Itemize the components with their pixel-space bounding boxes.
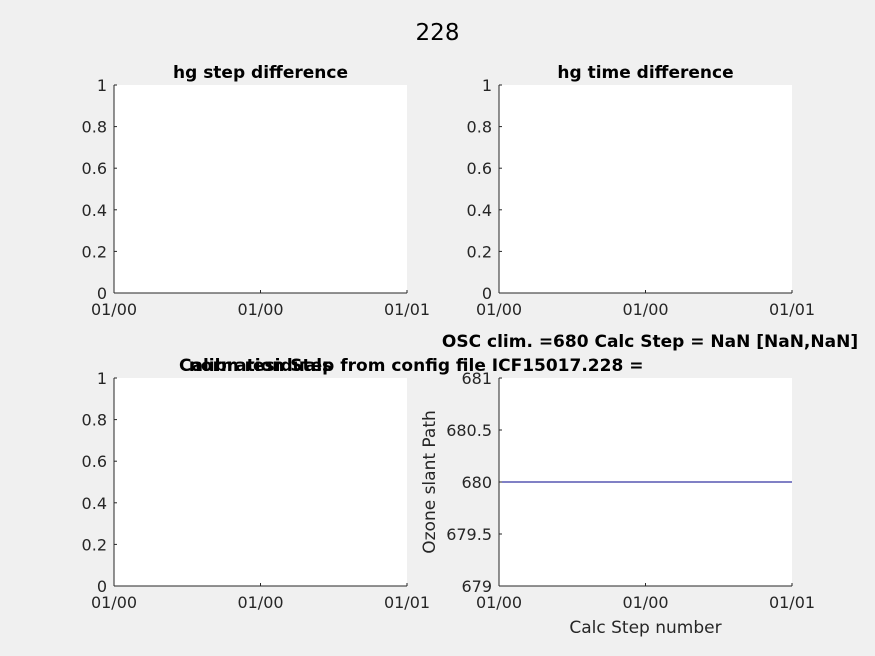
chart2-y-tick-label: 0 [482,284,492,303]
chart3-y-tick-label: 0.4 [82,494,107,513]
chart2-y-tick-label: 0.6 [467,159,492,178]
chart1-y-tick-label: 0.6 [82,159,107,178]
chart1-x-tick-label: 01/01 [384,300,430,319]
chart4-x-tick-label: 01/00 [622,593,668,612]
chart4-subtitle: Calibration Step from config file ICF150… [179,356,643,376]
chart3-x-tick-label: 01/00 [237,593,283,612]
chart2-y-tick-label: 0.4 [467,201,492,220]
figure-title: 228 [415,20,460,46]
chart3-title: norm residuals [189,356,332,376]
chart4-x-axis-label: Calc Step number [569,618,721,638]
chart3-x-tick-label: 01/00 [91,593,137,612]
chart2-x-tick-label: 01/01 [769,300,815,319]
chart3-y-tick-label: 0 [97,577,107,596]
chart2-title: hg time difference [557,63,733,83]
chart3-y-tick-label: 0.8 [82,411,107,430]
chart4-y-tick-label: 679 [461,577,492,596]
chart4-y-tick-label: 680 [461,473,492,492]
chart3-y-tick-label: 0.6 [82,452,107,471]
chart4-y-tick-label: 681 [461,369,492,388]
chart2-plot-area [499,85,792,293]
chart1-y-tick-label: 1 [97,76,107,95]
chart3-x-tick-label: 01/01 [384,593,430,612]
chart1-title: hg step difference [173,63,348,83]
chart1-x-tick-label: 01/00 [91,300,137,319]
chart4-y-axis-label: Ozone slant Path [420,410,440,554]
chart2-y-tick-label: 0.2 [467,242,492,261]
chart1-y-tick-label: 0.2 [82,242,107,261]
chart3-y-tick-label: 0.2 [82,535,107,554]
chart1-y-tick-label: 0.4 [82,201,107,220]
chart1-y-tick-label: 0.8 [82,118,107,137]
chart4-x-tick-label: 01/01 [769,593,815,612]
chart4-y-tick-label: 680.5 [446,421,492,440]
chart4-x-tick-label: 01/00 [476,593,522,612]
chart2-y-tick-label: 1 [482,76,492,95]
chart3-y-tick-label: 1 [97,369,107,388]
chart4-y-tick-label: 679.5 [446,525,492,544]
chart1-y-tick-label: 0 [97,284,107,303]
chart1-x-tick-label: 01/00 [237,300,283,319]
chart2-x-tick-label: 01/00 [476,300,522,319]
chart3-plot-area [114,378,407,586]
chart2-y-tick-label: 0.8 [467,118,492,137]
chart1-plot-area [114,85,407,293]
chart2-x-tick-label: 01/00 [622,300,668,319]
chart4-title: OSC clim. =680 Calc Step = NaN [NaN,NaN] [442,332,858,352]
